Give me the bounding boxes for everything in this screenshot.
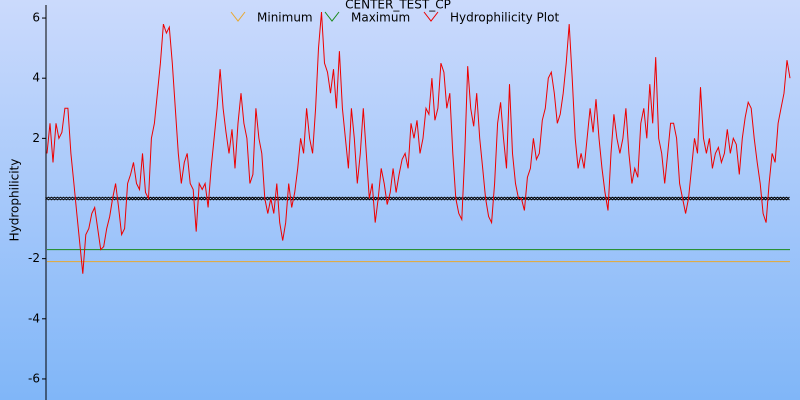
y-tick-label: -4 [28, 311, 40, 325]
legend-label: Minimum [257, 11, 313, 25]
y-tick-label: -6 [28, 371, 40, 385]
chart-title: CENTER_TEST_CP [345, 0, 451, 12]
legend-icon [423, 11, 439, 22]
legend-icon [324, 11, 340, 22]
legend-label: Hydrophilicity Plot [450, 11, 559, 25]
legend-label: Maximum [351, 11, 410, 25]
legend-icon [230, 11, 246, 22]
y-tick-label: 2 [32, 131, 40, 145]
data-line [46, 11, 791, 274]
y-tick-label: 4 [32, 71, 40, 85]
y-axis-label: Hydrophilicity [8, 159, 22, 242]
y-tick-label: 6 [32, 11, 40, 25]
y-tick-label: -2 [28, 251, 40, 265]
